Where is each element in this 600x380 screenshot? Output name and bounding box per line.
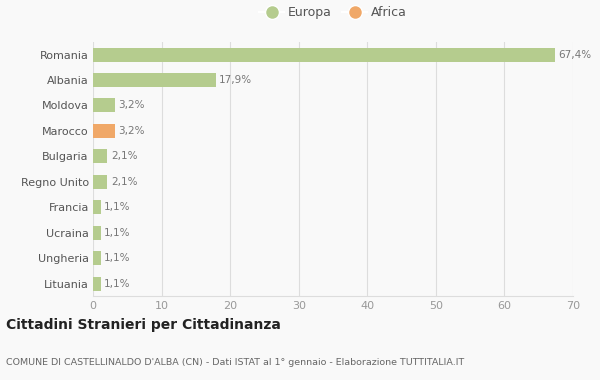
Text: 1,1%: 1,1% (104, 253, 130, 263)
Text: 67,4%: 67,4% (559, 49, 592, 60)
Bar (93, 73, 216, 87)
Text: 17,9%: 17,9% (219, 75, 252, 85)
Bar (93, 175, 107, 189)
Bar (93, 277, 101, 291)
Bar (93, 149, 107, 163)
Text: 3,2%: 3,2% (118, 100, 145, 111)
Text: 2,1%: 2,1% (111, 151, 137, 162)
Bar (93, 251, 101, 265)
Text: COMUNE DI CASTELLINALDO D'ALBA (CN) - Dati ISTAT al 1° gennaio - Elaborazione TU: COMUNE DI CASTELLINALDO D'ALBA (CN) - Da… (6, 358, 464, 367)
Legend: Europa, Africa: Europa, Africa (256, 2, 410, 23)
Bar (93, 98, 115, 112)
Bar (93, 226, 101, 240)
Text: 3,2%: 3,2% (118, 126, 145, 136)
Text: 1,1%: 1,1% (104, 202, 130, 212)
Bar (93, 124, 115, 138)
Bar (93, 200, 101, 214)
Bar (93, 48, 555, 62)
Text: Cittadini Stranieri per Cittadinanza: Cittadini Stranieri per Cittadinanza (6, 318, 281, 332)
Text: 2,1%: 2,1% (111, 177, 137, 187)
Text: 1,1%: 1,1% (104, 228, 130, 238)
Text: 1,1%: 1,1% (104, 279, 130, 289)
